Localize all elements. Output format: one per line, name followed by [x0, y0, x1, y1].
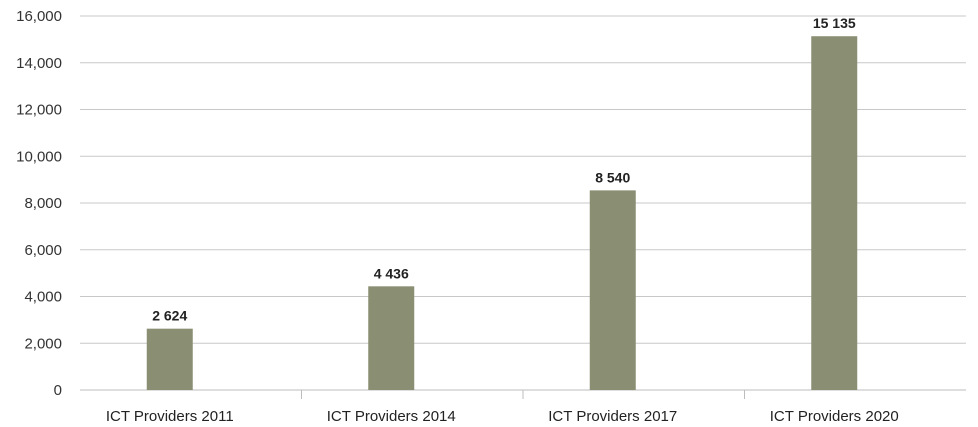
y-tick-label: 12,000 [16, 102, 62, 119]
bar [368, 286, 415, 390]
y-tick-label: 10,000 [16, 148, 62, 165]
x-tick-label: ICT Providers 2020 [770, 408, 899, 425]
x-tick-label: ICT Providers 2011 [106, 408, 234, 425]
x-tick-label: ICT Providers 2014 [327, 408, 456, 425]
x-tick-label: ICT Providers 2017 [548, 408, 677, 425]
y-tick-label: 4,000 [24, 289, 62, 306]
data-label: 2 624 [152, 308, 187, 324]
y-tick-label: 6,000 [24, 242, 62, 259]
y-tick-label: 14,000 [16, 55, 62, 72]
bars [146, 36, 858, 391]
data-label: 4 436 [374, 265, 409, 281]
bar [146, 328, 193, 390]
y-tick-label: 8,000 [24, 195, 62, 212]
y-tick-label: 2,000 [24, 335, 62, 352]
data-label: 8 540 [595, 169, 630, 185]
y-axis-tick-labels: 0 2,000 4,000 6,000 8,000 10,000 12,000 14,000 1… [16, 8, 62, 399]
y-tick-label: 16,000 [16, 8, 62, 25]
data-labels: 2 624 4 436 8 540 15 135 [152, 15, 856, 323]
bar [811, 36, 858, 391]
x-axis [80, 389, 966, 399]
x-axis-tick-labels: ICT Providers 2011 ICT Providers 2014 ICT … [106, 408, 899, 425]
gridlines [80, 15, 966, 344]
bar [589, 190, 636, 390]
data-label: 15 135 [813, 15, 856, 31]
y-tick-label: 0 [54, 382, 62, 399]
